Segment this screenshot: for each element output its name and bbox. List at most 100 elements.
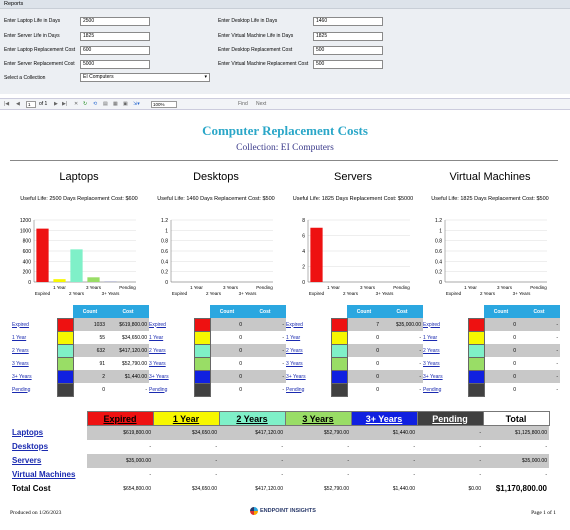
vm-life-input[interactable]: 1825 [313, 32, 383, 41]
x-tick-label: 3+ Years [102, 291, 120, 296]
first-page-icon[interactable]: |◀ [4, 101, 10, 107]
summary-table: Expired 1 Year 2 Years 3 Years 3+ Years Pendi… [10, 411, 550, 496]
x-tick-label: Expired [309, 291, 325, 296]
summary-cell: - [153, 439, 219, 454]
summary-cell: $34,650.00 [153, 425, 219, 440]
table-row: 3+ Years 0- [147, 369, 286, 384]
category-link[interactable]: 2 Years [149, 347, 166, 354]
y-tick-label: 0.6 [161, 249, 168, 255]
color-swatch [56, 317, 74, 332]
x-tick-label: Pending [393, 285, 410, 290]
summary-cell: $619,800.00 [87, 425, 153, 440]
back-icon[interactable]: ⟲ [93, 101, 98, 107]
category-link[interactable]: Pending [12, 386, 31, 393]
group-info: Useful Life: 1825 Days Replacement Cost:… [431, 196, 549, 202]
cost-cell: - [381, 383, 423, 396]
category-link[interactable]: 3 Years [12, 360, 29, 367]
summary-cell: - [87, 467, 153, 482]
category-link[interactable]: Expired [12, 321, 29, 328]
color-swatch [330, 356, 348, 371]
cost-cell: - [518, 370, 560, 383]
stop-icon[interactable]: ✕ [74, 101, 79, 107]
collection-select[interactable]: EI Computers ▾ [80, 73, 210, 82]
cost-cell: $35,000.00 [381, 318, 423, 331]
x-tick-label: 1 Year [53, 285, 66, 290]
category-link[interactable]: 3 Years [423, 360, 440, 367]
next-link[interactable]: Next [256, 101, 267, 107]
desktop-life-input[interactable]: 1460 [313, 17, 383, 26]
table-row: Pending 0- [10, 382, 149, 397]
chevron-down-icon: ▾ [204, 74, 207, 80]
blank-cell [331, 305, 347, 318]
category-link[interactable]: 2 Years [423, 347, 440, 354]
group-info: Useful Life: 1825 Days Replacement Cost:… [292, 196, 414, 202]
x-tick-label: 3 Years [360, 285, 376, 290]
color-swatch [56, 343, 74, 358]
category-link[interactable]: Pending [149, 386, 168, 393]
table-row: Pending 0- [284, 382, 423, 397]
category-link[interactable]: 2 Years [286, 347, 303, 354]
print-icon[interactable]: ▤ [103, 101, 108, 107]
vm-cost-input[interactable]: 500 [313, 60, 383, 69]
category-link[interactable]: 1 Year [149, 334, 164, 341]
x-tick-label: Expired [446, 291, 462, 296]
category-link[interactable]: Expired [149, 321, 166, 328]
refresh-icon[interactable]: ↻ [83, 101, 88, 107]
zoom-select[interactable]: 100% [151, 101, 177, 108]
category-link[interactable]: 3+ Years [423, 373, 443, 380]
count-cell: 0 [347, 344, 381, 357]
count-cell: 0 [484, 318, 518, 331]
category-link[interactable]: 1 Year [12, 334, 27, 341]
category-link[interactable]: Expired [286, 321, 303, 328]
category-link[interactable]: Expired [423, 321, 440, 328]
laptop-life-input[interactable]: 2500 [80, 17, 150, 26]
category-link[interactable]: 2 Years [12, 347, 29, 354]
laptop-cost-input[interactable]: 600 [80, 46, 150, 55]
category-link[interactable]: Pending [423, 386, 442, 393]
summary-cell: - [351, 467, 417, 482]
export-icon[interactable]: ⇲▾ [133, 101, 140, 107]
count-header: Count [210, 305, 244, 318]
server-life-input[interactable]: 1825 [80, 32, 150, 41]
desktop-cost-input[interactable]: 500 [313, 46, 383, 55]
count-cell: 0 [210, 370, 244, 383]
y-tick-label: 1000 [20, 228, 31, 234]
summary-row-link[interactable]: Desktops [12, 442, 49, 451]
category-link[interactable]: 3 Years [149, 360, 166, 367]
color-swatch [193, 369, 211, 384]
page-number-input[interactable]: 1 [26, 101, 36, 108]
summary-row-link[interactable]: Virtual Machines [12, 470, 76, 479]
total-cell: $0.00 [417, 481, 483, 496]
setup-icon[interactable]: ▣ [123, 101, 128, 107]
category-link[interactable]: 1 Year [286, 334, 301, 341]
category-link[interactable]: 1 Year [423, 334, 438, 341]
summary-cell: - [417, 425, 483, 440]
category-link[interactable]: 3+ Years [149, 373, 169, 380]
summary-cell: - [153, 467, 219, 482]
find-link[interactable]: Find [238, 101, 248, 107]
prev-page-icon[interactable]: ◀ [16, 101, 20, 107]
color-swatch [56, 356, 74, 371]
category-link[interactable]: 3 Years [286, 360, 303, 367]
summary-row: Virtual Machines - - - - - - - [10, 467, 549, 482]
summary-row-link[interactable]: Laptops [12, 428, 44, 437]
count-header: Count [73, 305, 107, 318]
endpoint-insights-logo: ENDPOINT INSIGHTS [250, 507, 316, 515]
count-cell: 0 [347, 357, 381, 370]
logo-text: ENDPOINT INSIGHTS [260, 508, 316, 514]
last-page-icon[interactable]: ▶| [62, 101, 68, 107]
summary-row-link[interactable]: Servers [12, 456, 42, 465]
total-cell: $1,170,800.00 [483, 481, 549, 496]
blank-cell [10, 305, 57, 318]
next-page-icon[interactable]: ▶ [54, 101, 58, 107]
category-link[interactable]: 3+ Years [286, 373, 306, 380]
cost-cell: - [381, 370, 423, 383]
category-link[interactable]: Pending [286, 386, 305, 393]
category-link[interactable]: 3+ Years [12, 373, 32, 380]
server-cost-input[interactable]: 5000 [80, 60, 150, 69]
summary-cell: - [153, 453, 219, 468]
param-label: Enter Server Replacement Cost [4, 61, 75, 67]
layout-icon[interactable]: ▦ [113, 101, 118, 107]
table-row: Pending 0- [421, 382, 560, 397]
count-cell: 0 [484, 331, 518, 344]
